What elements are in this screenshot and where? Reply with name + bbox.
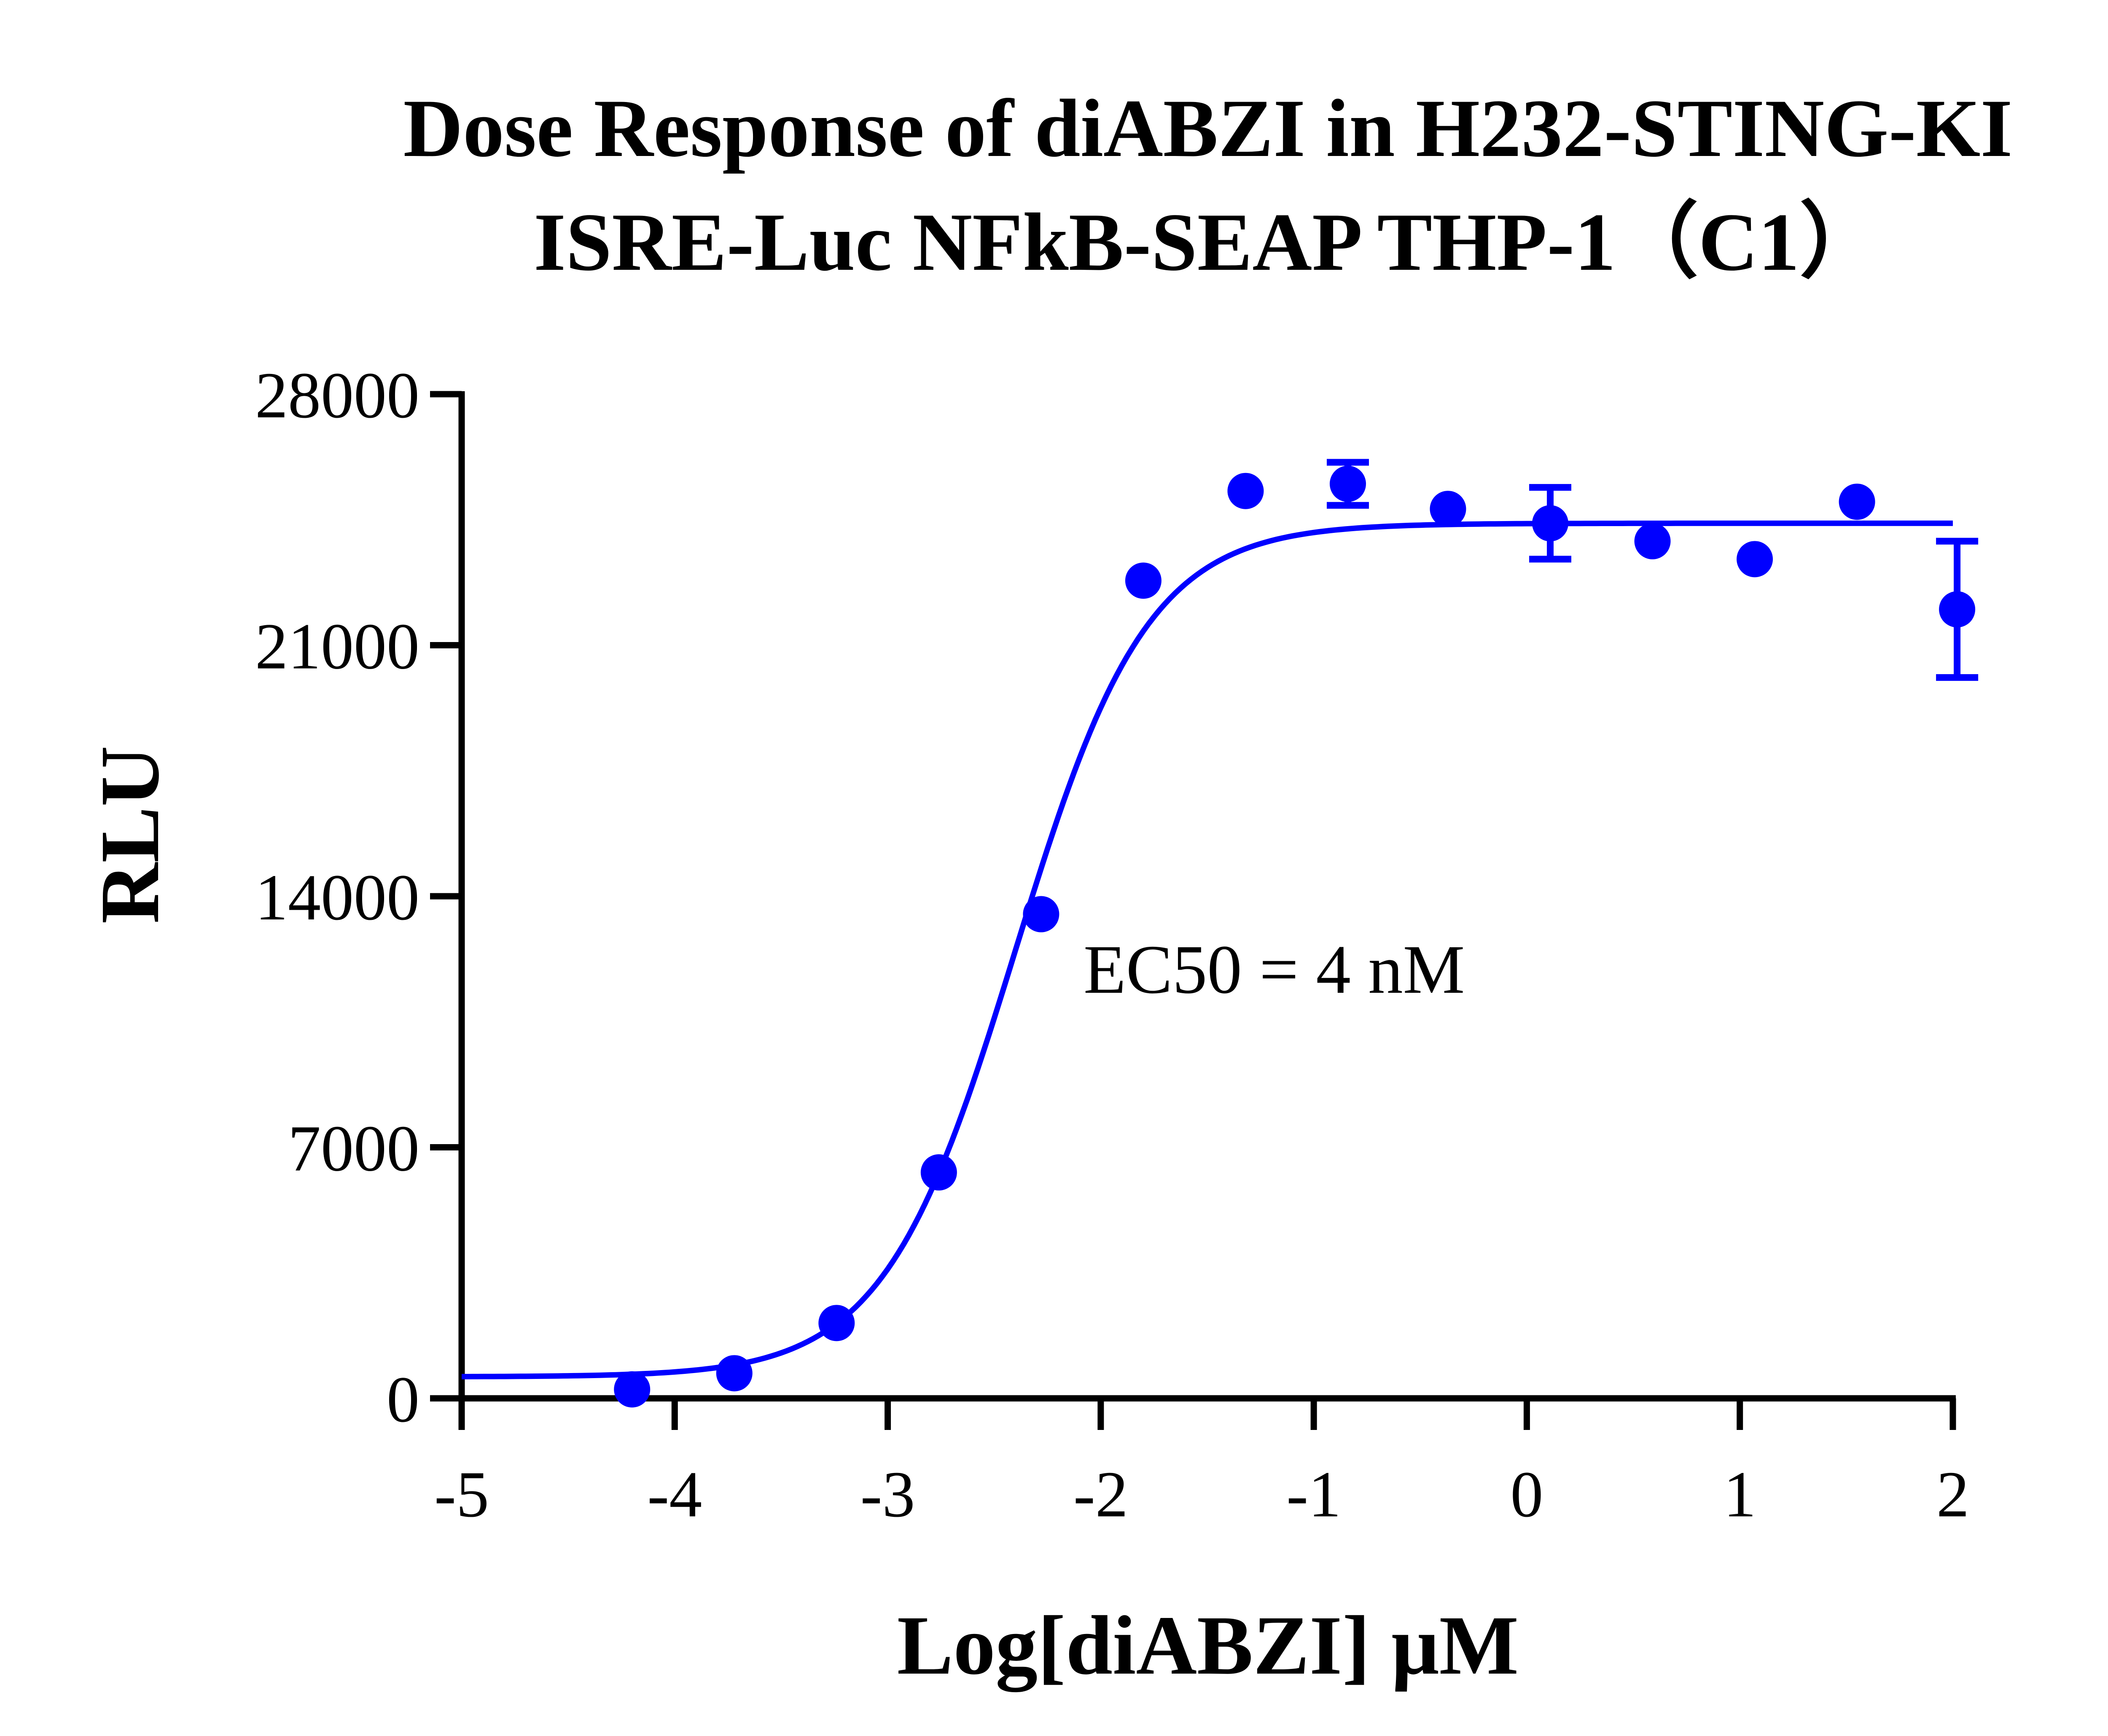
data-point [1430, 491, 1466, 527]
chart-title-line-1: Dose Response of diABZI in H232-STING-KI [403, 83, 2012, 174]
x-tick-label: -2 [1073, 1458, 1128, 1531]
x-tick-label: -1 [1286, 1458, 1341, 1531]
data-point [716, 1355, 753, 1392]
y-axis-title: RLU [83, 746, 177, 924]
data-point [920, 1154, 957, 1191]
data-point [1532, 505, 1569, 542]
error-bars [1326, 459, 1979, 681]
data-point [818, 1305, 855, 1341]
data-point [1737, 541, 1773, 578]
y-tick-label: 14000 [255, 861, 419, 934]
data-point [614, 1371, 651, 1408]
x-tick-label: 2 [1936, 1458, 1969, 1531]
y-tick-label: 21000 [255, 610, 419, 683]
data-point [1125, 562, 1162, 599]
x-tick-label: -5 [434, 1458, 489, 1531]
x-tick-label: -3 [860, 1458, 915, 1531]
data-point [1939, 591, 1976, 628]
data-point [1839, 484, 1875, 520]
y-tick-label: 7000 [288, 1112, 419, 1185]
fit-curve-layer [462, 520, 1953, 1379]
y-tick-label: 28000 [255, 359, 419, 432]
data-point [1227, 473, 1264, 509]
chart-title: Dose Response of diABZI in H232-STING-KI… [403, 83, 2012, 288]
y-tick-label: 0 [387, 1363, 419, 1436]
x-axis-title: Log[diABZI] μM [897, 1599, 1519, 1692]
x-tick-label: 1 [1724, 1458, 1756, 1531]
ec50-annotation: EC50 = 4 nM [1084, 931, 1465, 1008]
data-points [614, 465, 1976, 1408]
axes: 0 7000 14000 21000 28000 -5 -4 -3 -2 -1 0 1 2 [255, 359, 1969, 1531]
x-tick-label: 0 [1510, 1458, 1543, 1531]
data-point [1329, 465, 1366, 502]
chart-title-line-2: ISRE-Luc NFkB-SEAP THP-1（C1） [534, 196, 1882, 288]
fit-curve [462, 520, 1953, 1379]
x-tick-label: -4 [647, 1458, 702, 1531]
data-point [1023, 896, 1059, 932]
data-point [1634, 523, 1671, 559]
